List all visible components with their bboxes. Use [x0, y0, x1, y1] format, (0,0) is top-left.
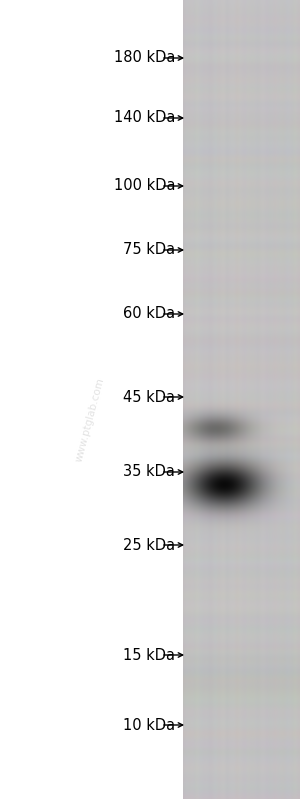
Text: 45 kDa: 45 kDa	[123, 389, 175, 404]
Text: www.ptglab.com: www.ptglab.com	[74, 377, 106, 463]
Text: 140 kDa: 140 kDa	[114, 110, 175, 125]
Text: 15 kDa: 15 kDa	[123, 647, 175, 662]
Text: 25 kDa: 25 kDa	[123, 538, 175, 552]
Text: 180 kDa: 180 kDa	[114, 50, 175, 66]
Text: 35 kDa: 35 kDa	[123, 464, 175, 479]
Text: 75 kDa: 75 kDa	[123, 243, 175, 257]
Text: 100 kDa: 100 kDa	[113, 178, 175, 193]
Text: 60 kDa: 60 kDa	[123, 307, 175, 321]
Text: 10 kDa: 10 kDa	[123, 718, 175, 733]
